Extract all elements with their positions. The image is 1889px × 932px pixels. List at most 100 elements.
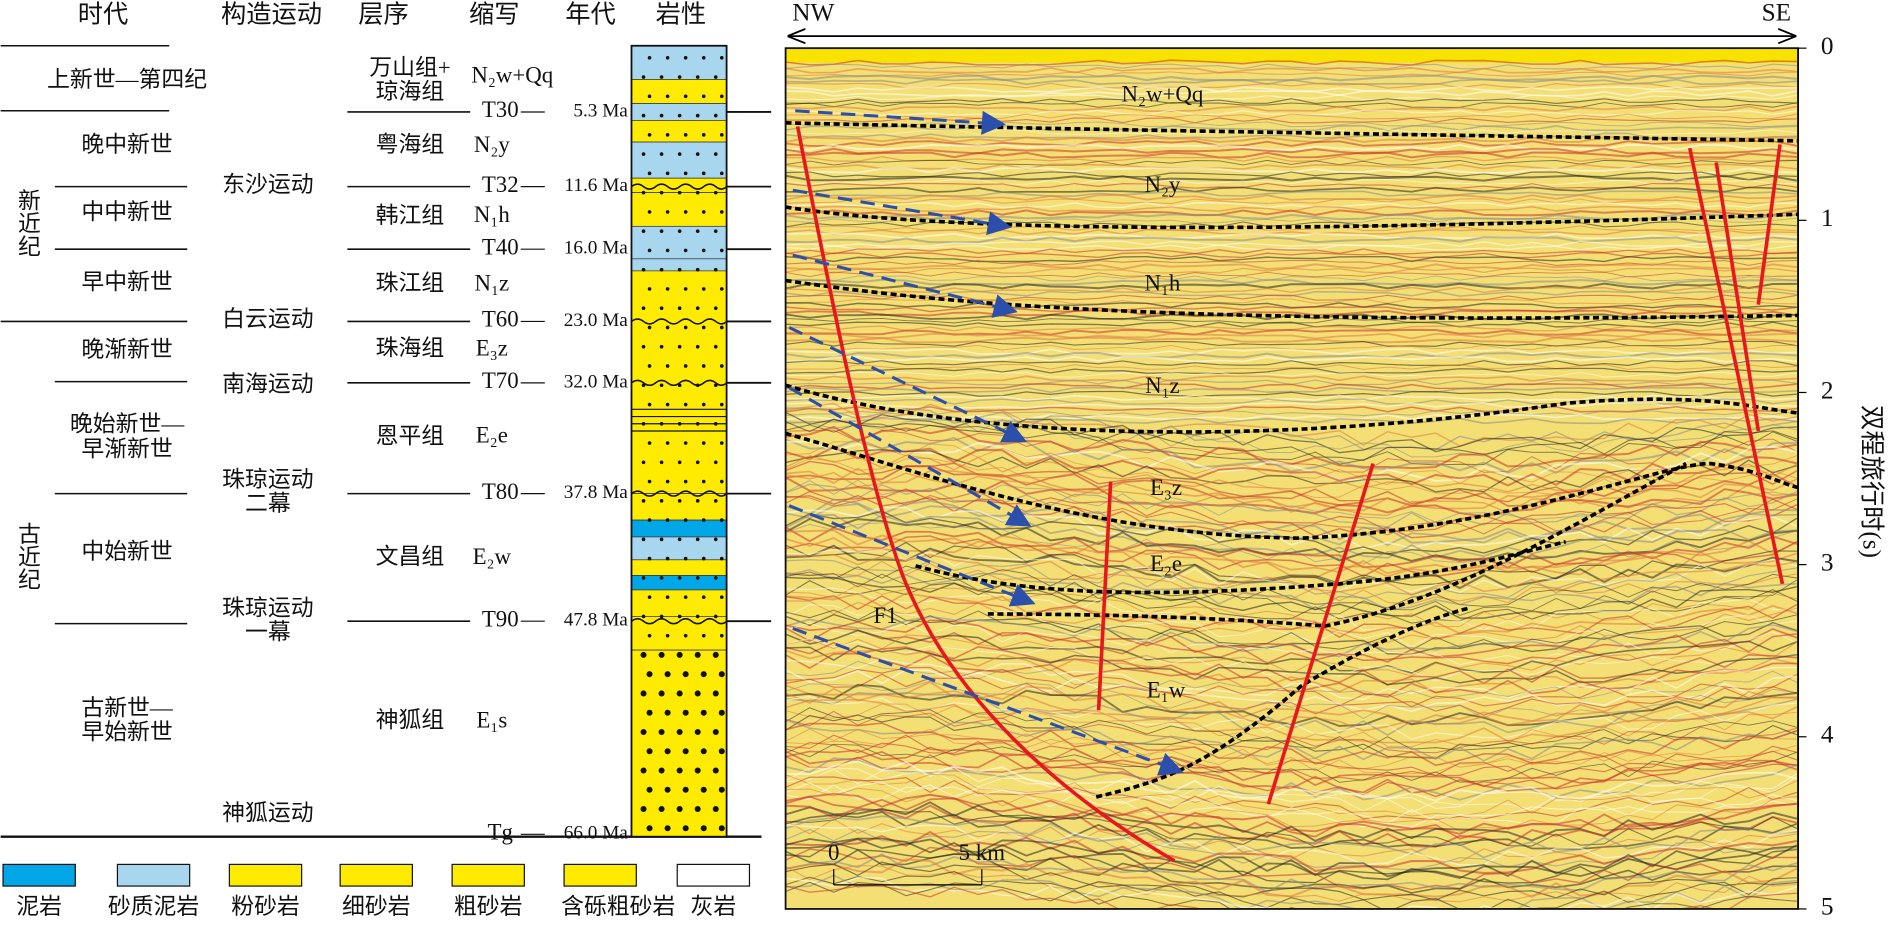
epoch: 早中新世 — [81, 269, 172, 294]
horizon-age: 66.0 Ma — [564, 823, 629, 844]
reflector — [785, 784, 1797, 828]
lith-dot — [665, 94, 670, 99]
reflector — [785, 344, 1797, 351]
lith-dot — [659, 344, 664, 349]
reflector — [785, 124, 1797, 132]
reflector — [785, 267, 1797, 274]
lith-dot — [647, 287, 652, 291]
legend-label: 细砂岩 — [342, 894, 411, 919]
lith-dot — [665, 518, 670, 522]
reflector — [785, 644, 1797, 686]
header: 岩性 — [656, 1, 707, 29]
reflector — [785, 815, 1797, 859]
reflector — [785, 781, 1797, 824]
lith-dot — [677, 306, 682, 311]
axis-tick-label: 0 — [1821, 32, 1834, 60]
epoch: 上新世—第四纪 — [47, 67, 207, 92]
lith-dot — [683, 171, 688, 176]
lith-dot — [713, 306, 718, 311]
reflector — [785, 98, 1797, 105]
tectonic-event: 神狐运动 — [222, 800, 313, 825]
reflector — [785, 768, 1798, 813]
lith-dot — [719, 479, 724, 484]
lith-dot — [647, 402, 652, 407]
horizon — [1095, 606, 1470, 799]
legend-swatch — [676, 863, 751, 887]
lith-dot — [659, 190, 664, 195]
lith-dot — [712, 728, 719, 735]
lith-dot — [713, 113, 718, 118]
reflector — [785, 332, 1797, 340]
lith-dot — [719, 94, 724, 99]
reflector — [785, 255, 1797, 263]
formation: 万山组+ — [369, 55, 450, 80]
lith-dot — [647, 133, 652, 137]
horizon — [785, 120, 1799, 143]
section-label: E₃z — [1150, 475, 1182, 500]
lith-dot — [659, 113, 664, 118]
lith-dot — [719, 171, 724, 176]
correlation-arrow — [795, 109, 1006, 135]
tectonic-event: 珠琼运动 — [222, 596, 313, 621]
reflector — [785, 328, 1797, 336]
lith-dot — [659, 576, 664, 580]
lith-dot — [677, 614, 682, 619]
lith-dot — [658, 806, 665, 813]
lith-dot — [641, 576, 646, 580]
reflector — [785, 367, 1797, 374]
lith-dot — [640, 767, 647, 774]
lith-dot — [665, 210, 670, 214]
reflector — [785, 186, 1797, 194]
reflector — [785, 494, 1798, 536]
reflector — [785, 383, 1797, 390]
reflector — [785, 865, 1797, 903]
lith-dot — [713, 267, 718, 272]
epoch: 中始新世 — [81, 539, 172, 564]
reflector — [785, 824, 1797, 866]
lith-dot — [677, 460, 682, 465]
lith-dot — [647, 325, 652, 330]
lith-dot — [682, 671, 689, 678]
epoch: 晚始新世— — [70, 411, 185, 436]
lith-dot — [659, 229, 664, 233]
lith-dot — [682, 709, 689, 716]
reflector — [785, 159, 1797, 166]
lith-dot — [718, 786, 725, 793]
lith-dot — [695, 614, 700, 619]
lith-dot — [695, 537, 700, 542]
reflector — [785, 71, 1797, 78]
lith-dot — [665, 556, 670, 561]
formation: 韩江组 — [376, 203, 445, 228]
lith-layer — [631, 649, 727, 838]
lith-dot — [695, 460, 700, 465]
scale-label: 5 km — [959, 840, 1006, 865]
lith-dot — [646, 709, 653, 716]
unconformity — [630, 490, 728, 497]
lith-dot — [695, 152, 700, 156]
lith-dot — [683, 518, 688, 522]
lith-dot — [665, 248, 670, 253]
lith-dot — [676, 767, 683, 774]
lith-dot — [695, 499, 700, 503]
epoch: 早渐新世 — [81, 437, 172, 462]
horizon — [987, 461, 1687, 628]
lith-dot — [718, 709, 725, 716]
horizon-age: 11.6 Ma — [564, 175, 628, 196]
reflector — [785, 198, 1797, 205]
reflector — [785, 537, 1798, 579]
lith-dot — [719, 325, 724, 330]
reflector — [785, 795, 1797, 840]
lith-dot — [676, 690, 683, 697]
horizon-name: T60 — [482, 307, 519, 332]
lith-dot — [713, 614, 718, 619]
section-label: E₁w — [1147, 677, 1186, 702]
reflector — [785, 440, 1798, 482]
reflector — [785, 483, 1798, 528]
reflector — [785, 565, 1797, 609]
lith-dot — [683, 402, 688, 407]
reflector — [785, 309, 1797, 317]
lith-dot — [701, 55, 706, 60]
horizon-age: 16.0 Ma — [564, 238, 629, 259]
lith-dot — [665, 441, 670, 445]
